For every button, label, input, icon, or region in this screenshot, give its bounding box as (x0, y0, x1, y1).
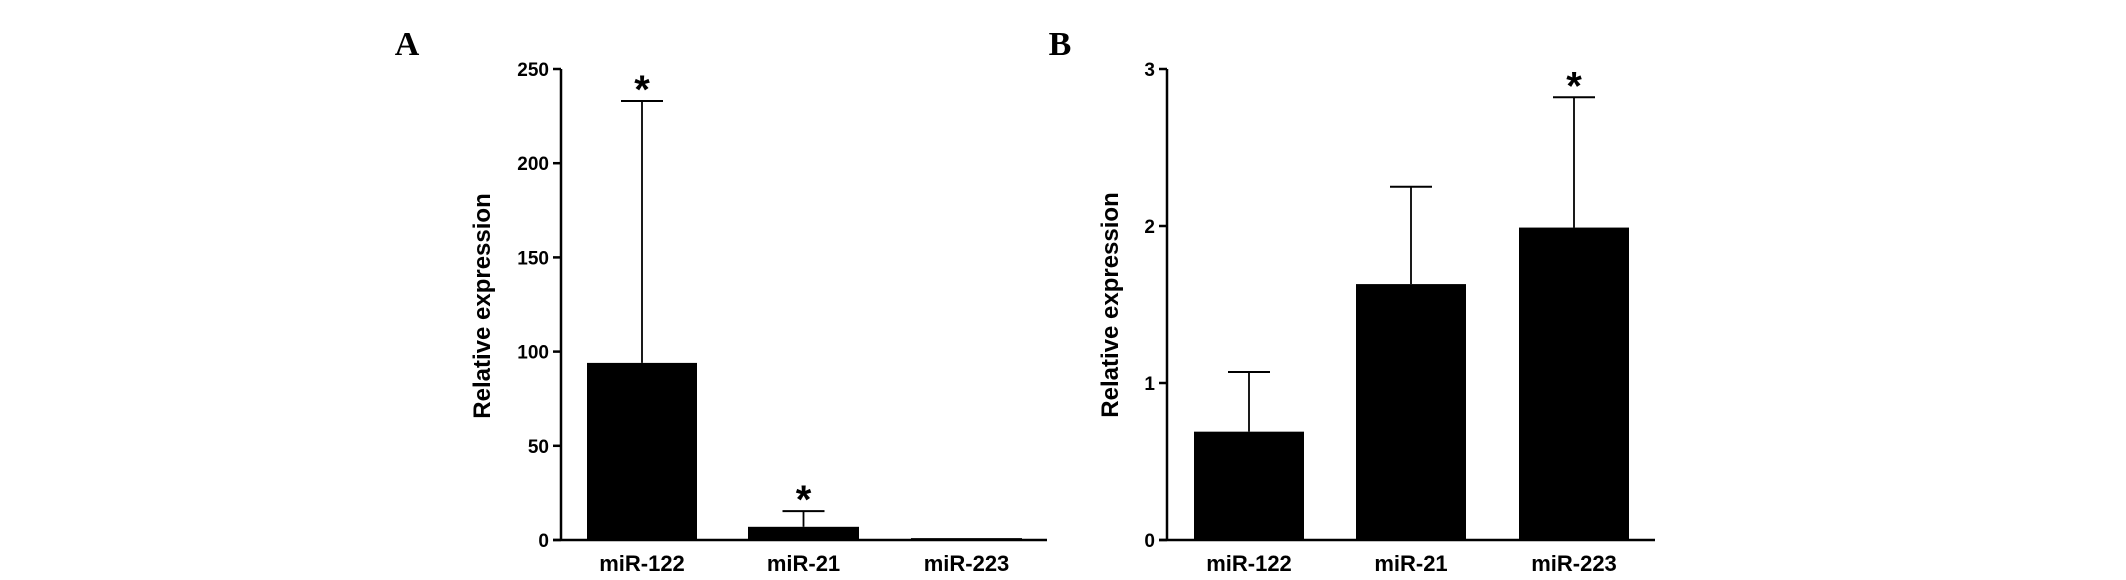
chart-panel-a: A 0 50 100 150 200 250 Relative expression miR-1… (395, 26, 1047, 576)
x-tick-label: miR-223 (1531, 551, 1617, 576)
bar-mir-21 (748, 526, 859, 540)
y-tick-label: 2 (1144, 217, 1155, 238)
y-tick-label: 50 (528, 437, 549, 458)
x-tick-label: miR-223 (924, 551, 1010, 576)
y-tick-label: 1 (1144, 374, 1155, 395)
bar-mir-223 (911, 538, 1022, 541)
x-tick-label: miR-122 (1206, 551, 1292, 576)
bar-mir-21 (1356, 284, 1466, 540)
significance-asterisk: * (634, 68, 650, 112)
y-tick-label: 0 (1144, 531, 1155, 552)
x-tick-label: miR-21 (1374, 551, 1447, 576)
y-tick-label: 100 (517, 343, 549, 364)
y-tick-label: 3 (1144, 60, 1155, 81)
panel-label: B (1049, 26, 1072, 63)
y-axis-label: Relative expression (469, 193, 496, 418)
y-axis-label: Relative expression (1097, 192, 1124, 417)
chart-panel-b: B 0 1 2 3 Relative expression miR-122 miR-21 miR… (1049, 26, 1655, 576)
bar-mir-122 (1194, 431, 1304, 540)
significance-asterisk: * (1566, 64, 1582, 108)
y-tick-label: 0 (538, 531, 549, 552)
panel-label: A (395, 26, 420, 63)
bar-mir-122 (587, 362, 697, 540)
y-tick-label: 200 (517, 154, 549, 175)
y-tick-label: 250 (517, 60, 549, 81)
significance-asterisk: * (796, 478, 812, 522)
y-tick-label: 150 (517, 248, 549, 269)
bar-mir-223 (1519, 227, 1629, 540)
x-tick-label: miR-122 (599, 551, 685, 576)
x-tick-label: miR-21 (767, 551, 840, 576)
